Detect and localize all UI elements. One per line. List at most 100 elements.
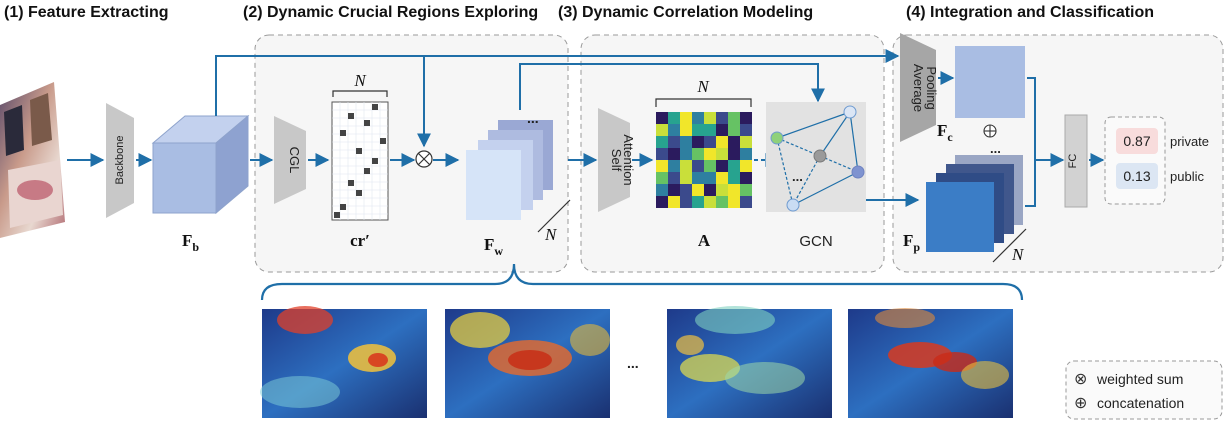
- merge-line-fc: [1027, 77, 1036, 160]
- attention-cell: [740, 184, 752, 196]
- attention-cell: [656, 160, 668, 172]
- pooling-label-2: Pooling: [924, 66, 939, 109]
- fw-ellipsis: ...: [527, 110, 539, 126]
- attention-cell: [656, 196, 668, 208]
- a-n-bracket: [655, 98, 752, 107]
- fp-n-slash: [992, 228, 1027, 263]
- output-private-score-bg: [1116, 128, 1158, 154]
- fp-n-label: N: [1011, 245, 1025, 264]
- attention-cell: [704, 124, 716, 136]
- cgl-block: [274, 116, 306, 204]
- attention-cell: [668, 148, 680, 160]
- cr-label: cr′: [350, 231, 370, 250]
- cr-n-bracket: [332, 90, 388, 97]
- gcn-label: GCN: [799, 233, 832, 250]
- legend-concatenation-symbol: ⊕: [1074, 393, 1087, 412]
- fw-n-label: N: [544, 225, 558, 244]
- attention-cell: [656, 124, 668, 136]
- attention-matrix: [656, 112, 752, 208]
- backbone-label: Backbone: [114, 136, 126, 185]
- attention-cell: [740, 196, 752, 208]
- attention-cell: [668, 124, 680, 136]
- arrow-fw-gcn: [519, 63, 825, 110]
- fc-classifier-block: [1064, 114, 1088, 208]
- legend-weighted-sum-symbol: ⊗: [1074, 369, 1087, 388]
- attention-cell: [692, 184, 704, 196]
- attention-cell: [680, 136, 692, 148]
- gcn-graph: [766, 102, 866, 212]
- self-attention-block: [598, 108, 630, 212]
- attention-cell: [728, 112, 740, 124]
- fc-feature-label: Fc: [937, 121, 953, 144]
- attention-cell: [656, 148, 668, 160]
- attention-cell: [728, 160, 740, 172]
- attention-cell: [656, 136, 668, 148]
- stage-title-2: (2) Dynamic Crucial Regions Exploring: [243, 4, 538, 21]
- self-attention-label-2: Attention: [621, 134, 636, 185]
- cgl-label: CGL: [287, 147, 302, 174]
- heatmap-2: [445, 309, 610, 418]
- attention-cell: [680, 196, 692, 208]
- fp-label: Fp: [903, 231, 920, 254]
- heatmap-brace: [260, 263, 1024, 301]
- attention-cell: [716, 184, 728, 196]
- output-public-score: 0.13: [1123, 168, 1150, 184]
- attention-cell: [716, 112, 728, 124]
- a-n-label: N: [696, 77, 710, 96]
- backbone-block: [106, 103, 134, 218]
- merge-line-fp: [1025, 160, 1036, 207]
- fc-feature-block: [955, 46, 1025, 118]
- fc-classifier-label: FC: [1067, 154, 1079, 169]
- attention-cell: [704, 196, 716, 208]
- self-attention-label-1: Self: [609, 149, 624, 172]
- attention-cell: [704, 184, 716, 196]
- attention-cell: [728, 136, 740, 148]
- attention-cell: [716, 136, 728, 148]
- attention-cell: [692, 160, 704, 172]
- attention-cell: [692, 196, 704, 208]
- attention-cell: [728, 172, 740, 184]
- output-private-score: 0.87: [1123, 133, 1150, 149]
- heatmap-4: [848, 308, 1013, 418]
- attention-cell: [656, 172, 668, 184]
- attention-cell: [680, 172, 692, 184]
- attention-cell: [716, 160, 728, 172]
- attention-cell: [668, 184, 680, 196]
- attention-cell: [740, 136, 752, 148]
- fw-label: Fw: [484, 235, 503, 258]
- fb-cube: [151, 114, 250, 215]
- attention-cell: [656, 184, 668, 196]
- attention-cell: [704, 136, 716, 148]
- input-image: [0, 82, 65, 238]
- attention-cell: [692, 124, 704, 136]
- heatmap-1: [260, 306, 427, 418]
- attention-cell: [740, 148, 752, 160]
- attention-cell: [740, 112, 752, 124]
- output-private-label: private: [1170, 134, 1209, 149]
- attention-cell: [680, 112, 692, 124]
- arrow-fb-pooling: [215, 49, 900, 116]
- stage-title-1: (1) Feature Extracting: [4, 4, 168, 21]
- attention-cell: [656, 112, 668, 124]
- attention-cell: [740, 160, 752, 172]
- output-public-score-bg: [1116, 163, 1158, 189]
- attention-cell: [728, 196, 740, 208]
- stage-title-4: (4) Integration and Classification: [906, 4, 1154, 21]
- fw-n-slash: [537, 199, 571, 233]
- stage-title-3: (3) Dynamic Correlation Modeling: [558, 4, 813, 21]
- fw-stack: [466, 120, 553, 220]
- attention-cell: [728, 184, 740, 196]
- attention-cell: [692, 148, 704, 160]
- attention-cell: [704, 172, 716, 184]
- average-pooling-block: [900, 33, 936, 142]
- fb-label: Fb: [182, 231, 199, 254]
- attention-cell: [740, 172, 752, 184]
- attention-cell: [728, 148, 740, 160]
- attention-cell: [680, 124, 692, 136]
- heatmap-3: [667, 306, 832, 418]
- legend-weighted-sum-label: weighted sum: [1096, 371, 1183, 387]
- attention-cell: [692, 112, 704, 124]
- attention-cell: [716, 172, 728, 184]
- attention-cell: [740, 124, 752, 136]
